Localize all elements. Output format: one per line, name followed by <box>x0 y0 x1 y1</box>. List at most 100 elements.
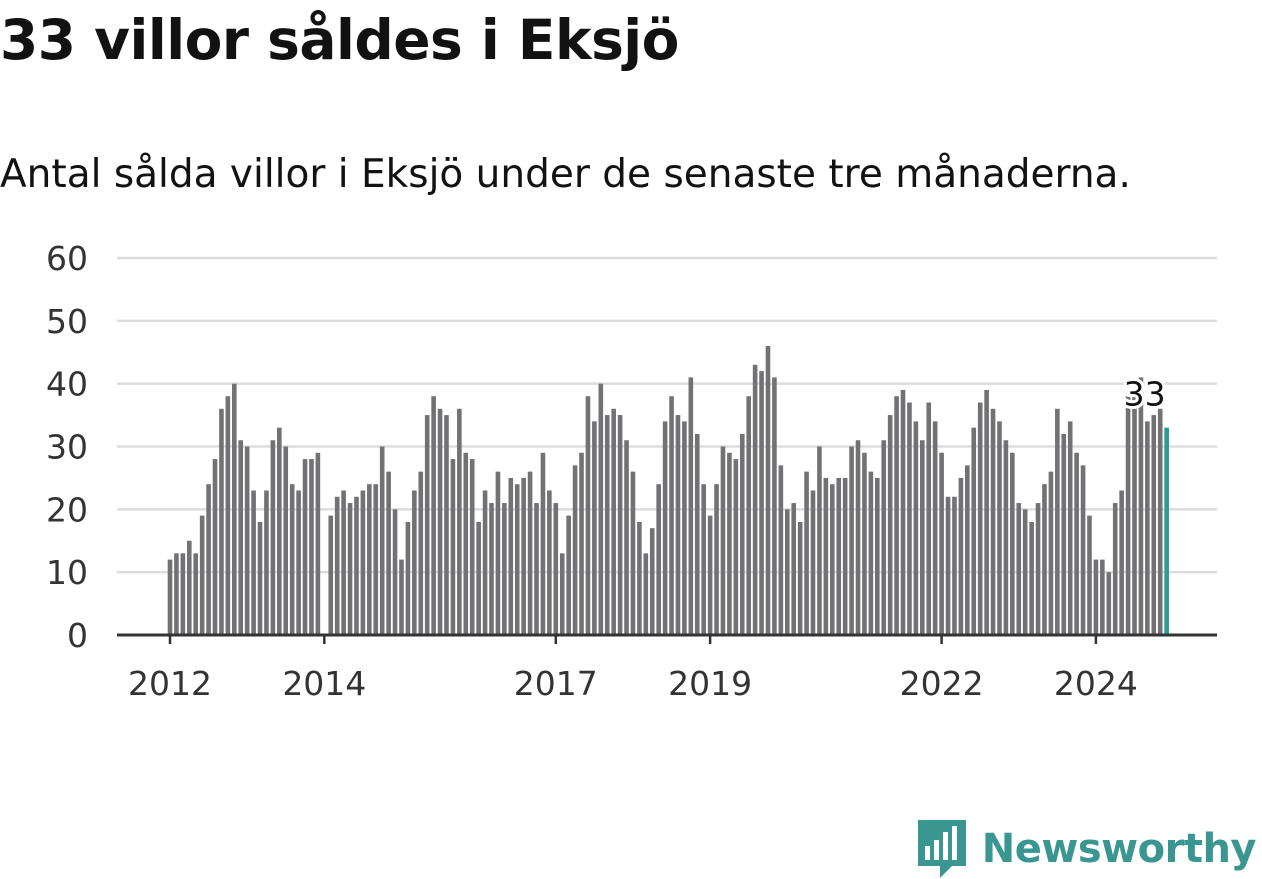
bar <box>418 471 424 635</box>
x-tick-label: 2017 <box>514 664 598 703</box>
bar <box>341 490 346 635</box>
bar <box>1042 484 1047 635</box>
bar <box>894 396 899 635</box>
bar <box>251 490 256 635</box>
bar <box>373 484 379 635</box>
bar <box>1151 415 1157 635</box>
y-tick-label: 20 <box>46 490 88 529</box>
bar <box>1087 515 1092 635</box>
bar <box>611 408 616 635</box>
bar <box>688 377 694 635</box>
bar <box>784 509 790 635</box>
bar <box>534 503 539 635</box>
bar <box>1125 396 1131 635</box>
bar <box>283 446 289 635</box>
bar <box>392 509 398 635</box>
bar <box>971 427 977 635</box>
bar <box>604 415 610 635</box>
bar <box>855 440 861 635</box>
bar <box>302 459 308 635</box>
bar <box>1035 503 1041 635</box>
bar <box>694 433 700 635</box>
bar <box>958 477 964 635</box>
bar <box>849 446 854 635</box>
bar <box>354 496 359 635</box>
bar <box>289 484 295 635</box>
bar <box>1119 490 1124 635</box>
bar <box>309 459 314 635</box>
bar <box>1016 503 1022 635</box>
bar <box>862 452 867 635</box>
bar <box>572 465 578 635</box>
bar <box>752 364 758 635</box>
bar <box>199 515 205 635</box>
bar <box>875 477 880 635</box>
bar <box>277 427 282 635</box>
bar <box>637 521 642 635</box>
bar <box>186 540 192 635</box>
x-axis: 2012 2014 2017 2019 2022 2024 <box>117 633 1217 703</box>
bar <box>682 421 687 635</box>
bar <box>836 477 842 635</box>
chart-title: 33 villor såldes i Eksjö <box>0 8 679 72</box>
x-tick-label: 2012 <box>128 664 212 703</box>
bar <box>624 440 629 635</box>
bar <box>270 440 276 635</box>
bar <box>733 459 739 635</box>
bar <box>649 528 655 635</box>
bar <box>791 503 797 635</box>
bar <box>965 465 970 635</box>
bar <box>810 490 816 635</box>
bar <box>1074 452 1079 635</box>
bar <box>823 477 829 635</box>
bar <box>367 484 372 635</box>
bar <box>521 477 526 635</box>
bar <box>913 421 919 635</box>
bar <box>553 503 559 635</box>
bar <box>206 484 211 635</box>
bar <box>174 553 179 635</box>
bar <box>829 484 835 635</box>
bar <box>714 484 719 635</box>
bar <box>386 471 391 635</box>
bar-highlight <box>1164 427 1169 635</box>
brand-name: Newsworthy <box>981 826 1257 872</box>
bar <box>990 408 996 635</box>
bar <box>1022 509 1028 635</box>
bar <box>945 496 951 635</box>
bar <box>1138 377 1144 635</box>
bar <box>450 459 456 635</box>
bar <box>482 490 488 635</box>
bar <box>514 484 520 635</box>
bar <box>1093 559 1099 635</box>
bar <box>444 415 449 635</box>
bar <box>315 452 321 635</box>
y-axis-ticks: 0 10 20 30 40 50 60 <box>46 239 88 655</box>
bar <box>643 553 649 635</box>
bar <box>1067 421 1073 635</box>
bar <box>296 490 301 635</box>
bar <box>977 402 983 635</box>
y-tick-label: 30 <box>46 428 88 467</box>
bar <box>1106 572 1112 635</box>
bar <box>1100 559 1105 635</box>
bar <box>1061 433 1067 635</box>
bar <box>1010 452 1015 635</box>
bar <box>579 452 584 635</box>
bar <box>264 490 269 635</box>
bar <box>675 415 681 635</box>
highlight-value-label: 33 <box>1124 375 1166 414</box>
bar <box>765 345 771 635</box>
newsworthy-logo: Newsworthy <box>917 820 1257 878</box>
bar <box>1080 465 1086 635</box>
bar <box>212 459 218 635</box>
bar <box>669 396 674 635</box>
bar <box>412 490 417 635</box>
bar <box>720 446 726 635</box>
bar <box>167 559 173 635</box>
bar <box>424 415 430 635</box>
bar <box>701 484 706 635</box>
bar <box>1112 503 1118 635</box>
bar <box>495 471 501 635</box>
